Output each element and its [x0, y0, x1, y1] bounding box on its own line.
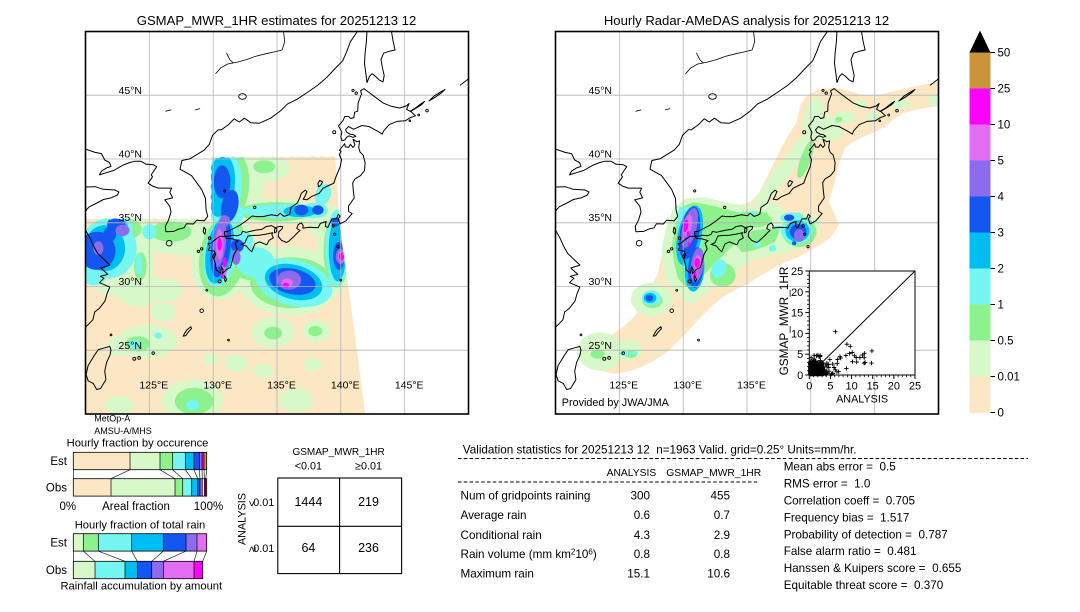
svg-text:Hanssen & Kuipers score = 0.6: Hanssen & Kuipers score = 0.655 [784, 562, 962, 575]
svg-text:20: 20 [791, 287, 803, 299]
svg-text:0.01: 0.01 [253, 497, 274, 509]
svg-text:Est: Est [50, 538, 67, 550]
svg-text:10: 10 [845, 381, 857, 393]
svg-text:Equitable threat score = 0.37: Equitable threat score = 0.370 [784, 579, 944, 592]
svg-text:5: 5 [797, 349, 803, 361]
svg-text:Rain volume (mm km2106): Rain volume (mm km2106) [461, 548, 597, 562]
svg-text:1444: 1444 [294, 495, 322, 509]
svg-text:140°E: 140°E [331, 380, 360, 392]
svg-text:145°E: 145°E [395, 380, 424, 392]
svg-text:35°N: 35°N [119, 212, 142, 224]
svg-text:4.3: 4.3 [634, 529, 650, 542]
svg-text:Correlation coeff = 0.705: Correlation coeff = 0.705 [784, 495, 916, 508]
svg-text:ANALYSIS: ANALYSIS [607, 468, 657, 479]
svg-text:Obs: Obs [46, 483, 67, 495]
svg-text:Average rain: Average rain [461, 509, 527, 522]
svg-text:5: 5 [827, 381, 833, 393]
svg-text:130°E: 130°E [673, 380, 702, 392]
svg-text:0.6: 0.6 [634, 509, 650, 522]
svg-text:ANALYSIS: ANALYSIS [237, 493, 249, 545]
svg-text:25: 25 [998, 84, 1011, 96]
svg-text:Provided by JWA/JMA: Provided by JWA/JMA [562, 397, 670, 409]
svg-text:≥0.01: ≥0.01 [355, 461, 382, 473]
svg-text:40°N: 40°N [589, 149, 612, 161]
svg-text:RMS error = 1.0: RMS error = 1.0 [784, 478, 871, 491]
svg-text:455: 455 [710, 489, 730, 502]
svg-text:≥: ≥ [247, 546, 259, 552]
svg-text:Maximum rain: Maximum rain [461, 568, 534, 581]
svg-text:30°N: 30°N [589, 276, 612, 288]
svg-text:Mean abs error = 0.5: Mean abs error = 0.5 [784, 461, 897, 474]
svg-text:35°N: 35°N [589, 212, 612, 224]
svg-text:30°N: 30°N [119, 276, 142, 288]
svg-text:Est: Est [50, 456, 67, 468]
svg-text:4: 4 [998, 192, 1005, 204]
svg-text:Rainfall accumulation by amoun: Rainfall accumulation by amount [60, 581, 223, 593]
svg-text:Hourly Radar-AMeDAS analysis f: Hourly Radar-AMeDAS analysis for 2025121… [604, 13, 889, 28]
svg-text:Conditional rain: Conditional rain [461, 529, 542, 542]
svg-text:2: 2 [998, 264, 1004, 276]
svg-text:25: 25 [909, 381, 921, 393]
svg-text:2.9: 2.9 [714, 529, 730, 542]
svg-text:GSMAP_MWR_1HR: GSMAP_MWR_1HR [292, 447, 384, 458]
svg-text:100%: 100% [194, 501, 223, 513]
svg-text:0: 0 [797, 370, 803, 382]
svg-text:GSMAP_MWR_1HR estimates for 20: GSMAP_MWR_1HR estimates for 20251213 12 [137, 13, 416, 28]
svg-text:<0.01: <0.01 [295, 461, 322, 473]
svg-text:False alarm ratio = 0.481: False alarm ratio = 0.481 [784, 545, 917, 558]
svg-text:Hourly fraction by occurence: Hourly fraction by occurence [67, 438, 209, 450]
svg-text:45°N: 45°N [119, 85, 142, 97]
svg-text:125°E: 125°E [609, 380, 638, 392]
svg-text:135°E: 135°E [737, 380, 766, 392]
svg-text:MetOp-A: MetOp-A [94, 414, 130, 424]
svg-text:ANALYSIS: ANALYSIS [836, 394, 888, 406]
svg-text:236: 236 [358, 541, 379, 555]
svg-text:10: 10 [791, 328, 803, 340]
svg-text:Probability of detection = 0.: Probability of detection = 0.787 [784, 528, 948, 541]
svg-text:0.8: 0.8 [634, 548, 650, 561]
svg-text:20: 20 [888, 381, 900, 393]
svg-text:15.1: 15.1 [627, 568, 650, 581]
svg-text:GSMAP_MWR_1HR: GSMAP_MWR_1HR [666, 468, 761, 479]
svg-text:25°N: 25°N [119, 340, 142, 352]
svg-text:0: 0 [806, 381, 812, 393]
svg-text:25: 25 [791, 266, 803, 278]
svg-text:300: 300 [630, 489, 650, 502]
svg-text:0.7: 0.7 [714, 509, 730, 522]
svg-text:Frequency bias = 1.517: Frequency bias = 1.517 [784, 511, 910, 524]
svg-text:0: 0 [998, 408, 1004, 420]
svg-text:0.01: 0.01 [998, 372, 1020, 384]
svg-text:25°N: 25°N [589, 340, 612, 352]
svg-text:GSMAP_MWR_1HR: GSMAP_MWR_1HR [777, 267, 791, 376]
svg-text:3: 3 [998, 228, 1004, 240]
svg-text:AMSU-A/MHS: AMSU-A/MHS [94, 426, 152, 436]
svg-text:219: 219 [358, 495, 379, 509]
svg-text:130°E: 130°E [203, 380, 232, 392]
svg-text:0.01: 0.01 [253, 543, 274, 555]
svg-text:45°N: 45°N [589, 85, 612, 97]
svg-text:Areal fraction: Areal fraction [102, 501, 170, 513]
svg-text:10: 10 [998, 120, 1011, 132]
svg-text:Validation statistics for 2025: Validation statistics for 20251213 12 n=… [463, 444, 857, 457]
svg-text:15: 15 [791, 308, 803, 320]
svg-text:0.8: 0.8 [714, 548, 730, 561]
svg-text:<: < [247, 500, 259, 506]
svg-text:125°E: 125°E [139, 380, 168, 392]
svg-text:10.6: 10.6 [707, 568, 730, 581]
svg-text:15: 15 [867, 381, 879, 393]
svg-text:Hourly fraction of total rain: Hourly fraction of total rain [75, 520, 206, 532]
svg-text:40°N: 40°N [119, 149, 142, 161]
svg-text:0.5: 0.5 [998, 336, 1014, 348]
svg-text:5: 5 [998, 156, 1004, 168]
svg-text:50: 50 [998, 48, 1011, 60]
svg-text:135°E: 135°E [267, 380, 296, 392]
svg-text:0%: 0% [60, 501, 77, 513]
svg-text:64: 64 [301, 541, 315, 555]
svg-text:1: 1 [998, 300, 1004, 312]
svg-text:Num of gridpoints raining: Num of gridpoints raining [461, 489, 591, 502]
svg-text:Obs: Obs [46, 565, 67, 577]
